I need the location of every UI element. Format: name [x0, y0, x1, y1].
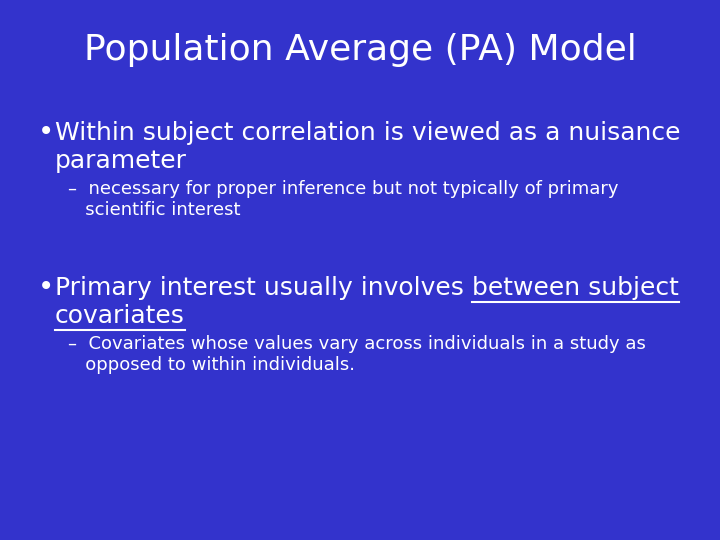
Text: Primary interest usually involves: Primary interest usually involves — [55, 276, 472, 300]
Text: –  Covariates whose values vary across individuals in a study as: – Covariates whose values vary across in… — [68, 335, 646, 353]
Text: opposed to within individuals.: opposed to within individuals. — [68, 355, 355, 374]
Text: •: • — [38, 118, 54, 146]
Text: between subject: between subject — [472, 276, 679, 300]
Text: parameter: parameter — [55, 149, 187, 173]
Text: Population Average (PA) Model: Population Average (PA) Model — [84, 33, 636, 67]
Text: scientific interest: scientific interest — [68, 200, 240, 219]
Text: •: • — [38, 273, 54, 301]
Text: Within subject correlation is viewed as a nuisance: Within subject correlation is viewed as … — [55, 121, 680, 145]
Text: –  necessary for proper inference but not typically of primary: – necessary for proper inference but not… — [68, 180, 618, 198]
Text: covariates: covariates — [55, 304, 185, 328]
